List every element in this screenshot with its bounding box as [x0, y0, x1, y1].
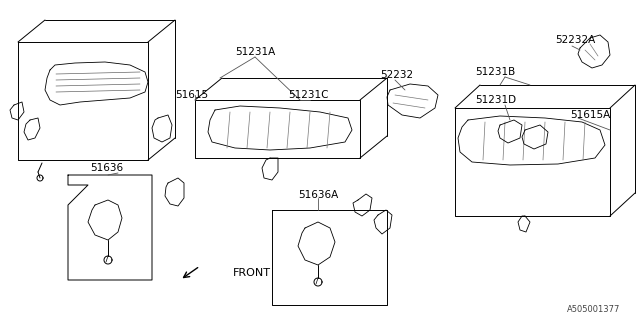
- Text: 51231D: 51231D: [475, 95, 516, 105]
- Text: 51636: 51636: [90, 163, 123, 173]
- Text: 51615: 51615: [175, 90, 208, 100]
- Text: 52232: 52232: [380, 70, 413, 80]
- Text: FRONT: FRONT: [233, 268, 271, 278]
- Text: 51231C: 51231C: [288, 90, 328, 100]
- Text: 52232A: 52232A: [555, 35, 595, 45]
- Text: 51636A: 51636A: [298, 190, 339, 200]
- Text: A505001377: A505001377: [566, 306, 620, 315]
- Text: 51615A: 51615A: [570, 110, 611, 120]
- Text: 51231A: 51231A: [235, 47, 275, 57]
- Text: 51231B: 51231B: [475, 67, 515, 77]
